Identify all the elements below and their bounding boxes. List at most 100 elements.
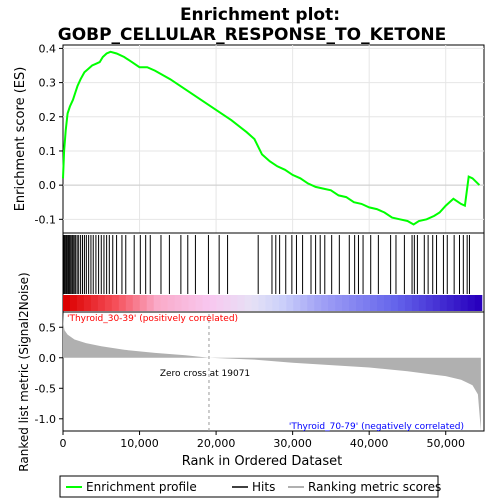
negative-class-label: 'Thyroid_70-79' (negatively correlated) — [289, 422, 464, 432]
ranked-bar-segment — [174, 295, 183, 311]
ranked-bar-segment — [453, 295, 462, 311]
ranked-bar-segment — [244, 295, 253, 311]
ranked-bar-segment — [293, 295, 301, 311]
es-y-axis-label: Enrichment score (ES) — [13, 67, 28, 212]
hit-markers — [63, 235, 470, 294]
ranked-bar-segment — [370, 295, 378, 311]
ranked-bar-segment — [307, 295, 315, 311]
ranked-bar-segment — [404, 295, 413, 311]
ranked-bar-segment — [181, 295, 190, 311]
ranked-bar-segment — [446, 295, 455, 311]
metric-y-axis: 0.5 0.0 -0.5 -1.0 — [35, 321, 63, 426]
ranked-bar-segment — [349, 295, 357, 311]
metric-y-tick-label: -0.5 — [35, 382, 56, 395]
ranked-bar-segment — [125, 295, 134, 311]
ranked-bar-segment — [69, 295, 78, 311]
es-y-tick-label: 0.3 — [39, 77, 57, 90]
ranked-bar-segment — [111, 295, 120, 311]
ranked-bar-segment — [286, 295, 294, 311]
metric-y-tick-label: 0.0 — [39, 352, 57, 365]
x-tick-label: 10,000 — [120, 437, 159, 450]
metric-panel-frame — [62, 311, 485, 432]
ranked-bar-segment — [258, 295, 266, 311]
ranked-bar-segment — [132, 295, 141, 311]
ranked-bar-segment — [425, 295, 434, 311]
x-tick-label: 50,000 — [426, 437, 465, 450]
ranked-bar-segment — [439, 295, 448, 311]
legend-hits-label: Hits — [252, 480, 275, 494]
ranked-bar-segment — [460, 295, 469, 311]
es-y-tick-label: 0.1 — [39, 145, 57, 158]
ranked-bar-segment — [237, 295, 246, 311]
es-y-tick-label: 0.4 — [39, 42, 57, 55]
ranked-bar-segment — [146, 295, 155, 311]
ranked-bar-segment — [377, 295, 385, 311]
ranked-bar-segment — [467, 295, 476, 311]
ranked-bar-segment — [202, 295, 211, 311]
title-line-1: Enrichment plot: — [180, 5, 340, 25]
zero-cross-label: Zero cross at 19071 — [160, 369, 250, 379]
ranked-bar-segment — [384, 295, 392, 311]
ranked-bar-segment — [300, 295, 308, 311]
ranked-bar-segment — [223, 295, 232, 311]
ranked-bar-segment — [83, 295, 92, 311]
ranked-bar-segment — [335, 295, 343, 311]
ranked-bar-segment — [216, 295, 225, 311]
es-panel-frame — [62, 44, 485, 234]
ranked-bar-segment — [209, 295, 218, 311]
ranked-bar-segment — [356, 295, 364, 311]
ranked-bar-segment — [363, 295, 371, 311]
ranked-bar-segment — [118, 295, 127, 311]
ranked-bar-segment — [390, 295, 399, 311]
es-y-tick-label: 0.2 — [39, 111, 57, 124]
metric-y-tick-label: 0.5 — [39, 321, 57, 334]
ranked-bar-segment — [167, 295, 176, 311]
x-tick-label: 0 — [60, 437, 67, 450]
ranked-bar-segment — [153, 295, 162, 311]
x-axis: 0 10,000 20,000 30,000 40,000 50,000 — [60, 431, 465, 450]
legend-box — [59, 475, 439, 498]
ranked-bar-segment — [97, 295, 106, 311]
ranked-bar-segment — [251, 295, 259, 311]
x-tick-label: 20,000 — [197, 437, 236, 450]
ranked-bar-segment — [432, 295, 441, 311]
es-gridlines — [63, 45, 484, 233]
ranked-bar-segment — [139, 295, 148, 311]
ranked-bar-segment — [195, 295, 204, 311]
ranked-bar-segment — [272, 295, 280, 311]
ranked-bar-segment — [104, 295, 113, 311]
ranked-bar-segment — [76, 295, 85, 311]
x-axis-label: Rank in Ordered Dataset — [182, 454, 343, 469]
ranked-bar-segment — [63, 295, 71, 311]
ranked-bar-segment — [314, 295, 322, 311]
ranked-bar-segment — [188, 295, 197, 311]
x-tick-label: 30,000 — [273, 437, 312, 450]
positive-class-label: 'Thyroid_30-39' (positively correlated) — [67, 314, 238, 324]
ranked-bar-segment — [328, 295, 336, 311]
ranked-list-color-bar — [63, 295, 483, 311]
es-y-axis: 0.4 0.3 0.2 0.1 0.0 -0.1 — [35, 42, 63, 226]
title-line-2: GOBP_CELLULAR_RESPONSE_TO_KETONE — [58, 25, 447, 45]
ranked-bar-segment — [230, 295, 239, 311]
legend-enrichment-label: Enrichment profile — [86, 480, 197, 494]
ranked-bar-segment — [321, 295, 329, 311]
es-y-tick-label: 0.0 — [39, 179, 57, 192]
legend-metric-label: Ranking metric scores — [308, 480, 441, 494]
ranked-bar-segment — [279, 295, 287, 311]
ranked-bar-segment — [265, 295, 273, 311]
metric-y-tick-label: -1.0 — [35, 413, 56, 426]
ranked-bar-segment — [474, 295, 483, 311]
ranking-metric-area — [63, 312, 481, 431]
metric-y-axis-label: Ranked list metric (Signal2Noise) — [17, 272, 31, 471]
ranked-bar-segment — [397, 295, 406, 311]
x-tick-label: 40,000 — [350, 437, 389, 450]
enrichment-profile-line — [62, 50, 481, 226]
es-y-tick-label: -0.1 — [35, 213, 56, 226]
ranked-bar-segment — [342, 295, 350, 311]
ranked-bar-segment — [90, 295, 99, 311]
ranked-bar-segment — [411, 295, 420, 311]
ranked-bar-segment — [160, 295, 169, 311]
ranked-bar-segment — [418, 295, 427, 311]
